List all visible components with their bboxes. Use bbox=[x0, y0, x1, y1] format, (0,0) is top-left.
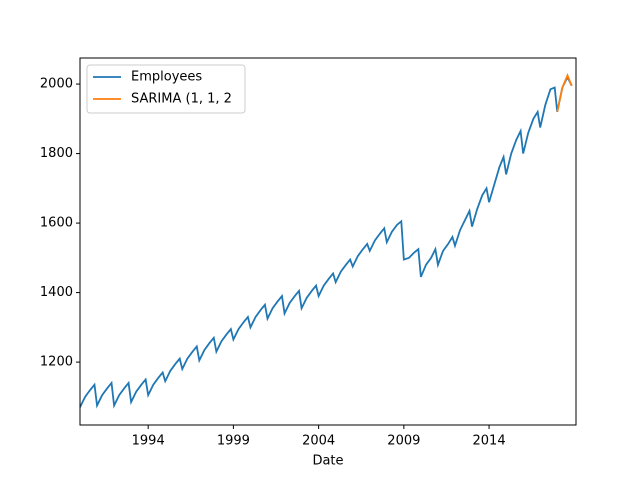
x-tick-label: 2004 bbox=[302, 434, 335, 449]
legend-box bbox=[86, 64, 246, 114]
series-line bbox=[556, 73, 573, 113]
plot-frame bbox=[79, 57, 577, 426]
y-tick-label: 1200 bbox=[40, 355, 73, 370]
x-tick-label: 1999 bbox=[217, 434, 250, 449]
series-line bbox=[79, 75, 573, 409]
x-axis-label: Date bbox=[312, 454, 343, 469]
y-tick-label: 1400 bbox=[40, 285, 73, 300]
y-tick-label: 2000 bbox=[40, 77, 73, 92]
legend-label: SARIMA (1, 1, 2 bbox=[131, 92, 232, 107]
legend-label: Employees bbox=[131, 70, 202, 85]
y-tick-label: 1800 bbox=[40, 146, 73, 161]
x-tick-label: 2009 bbox=[387, 434, 420, 449]
x-tick-label: 2014 bbox=[473, 434, 506, 449]
x-tick-label: 1994 bbox=[132, 434, 165, 449]
y-tick-label: 1600 bbox=[40, 216, 73, 231]
